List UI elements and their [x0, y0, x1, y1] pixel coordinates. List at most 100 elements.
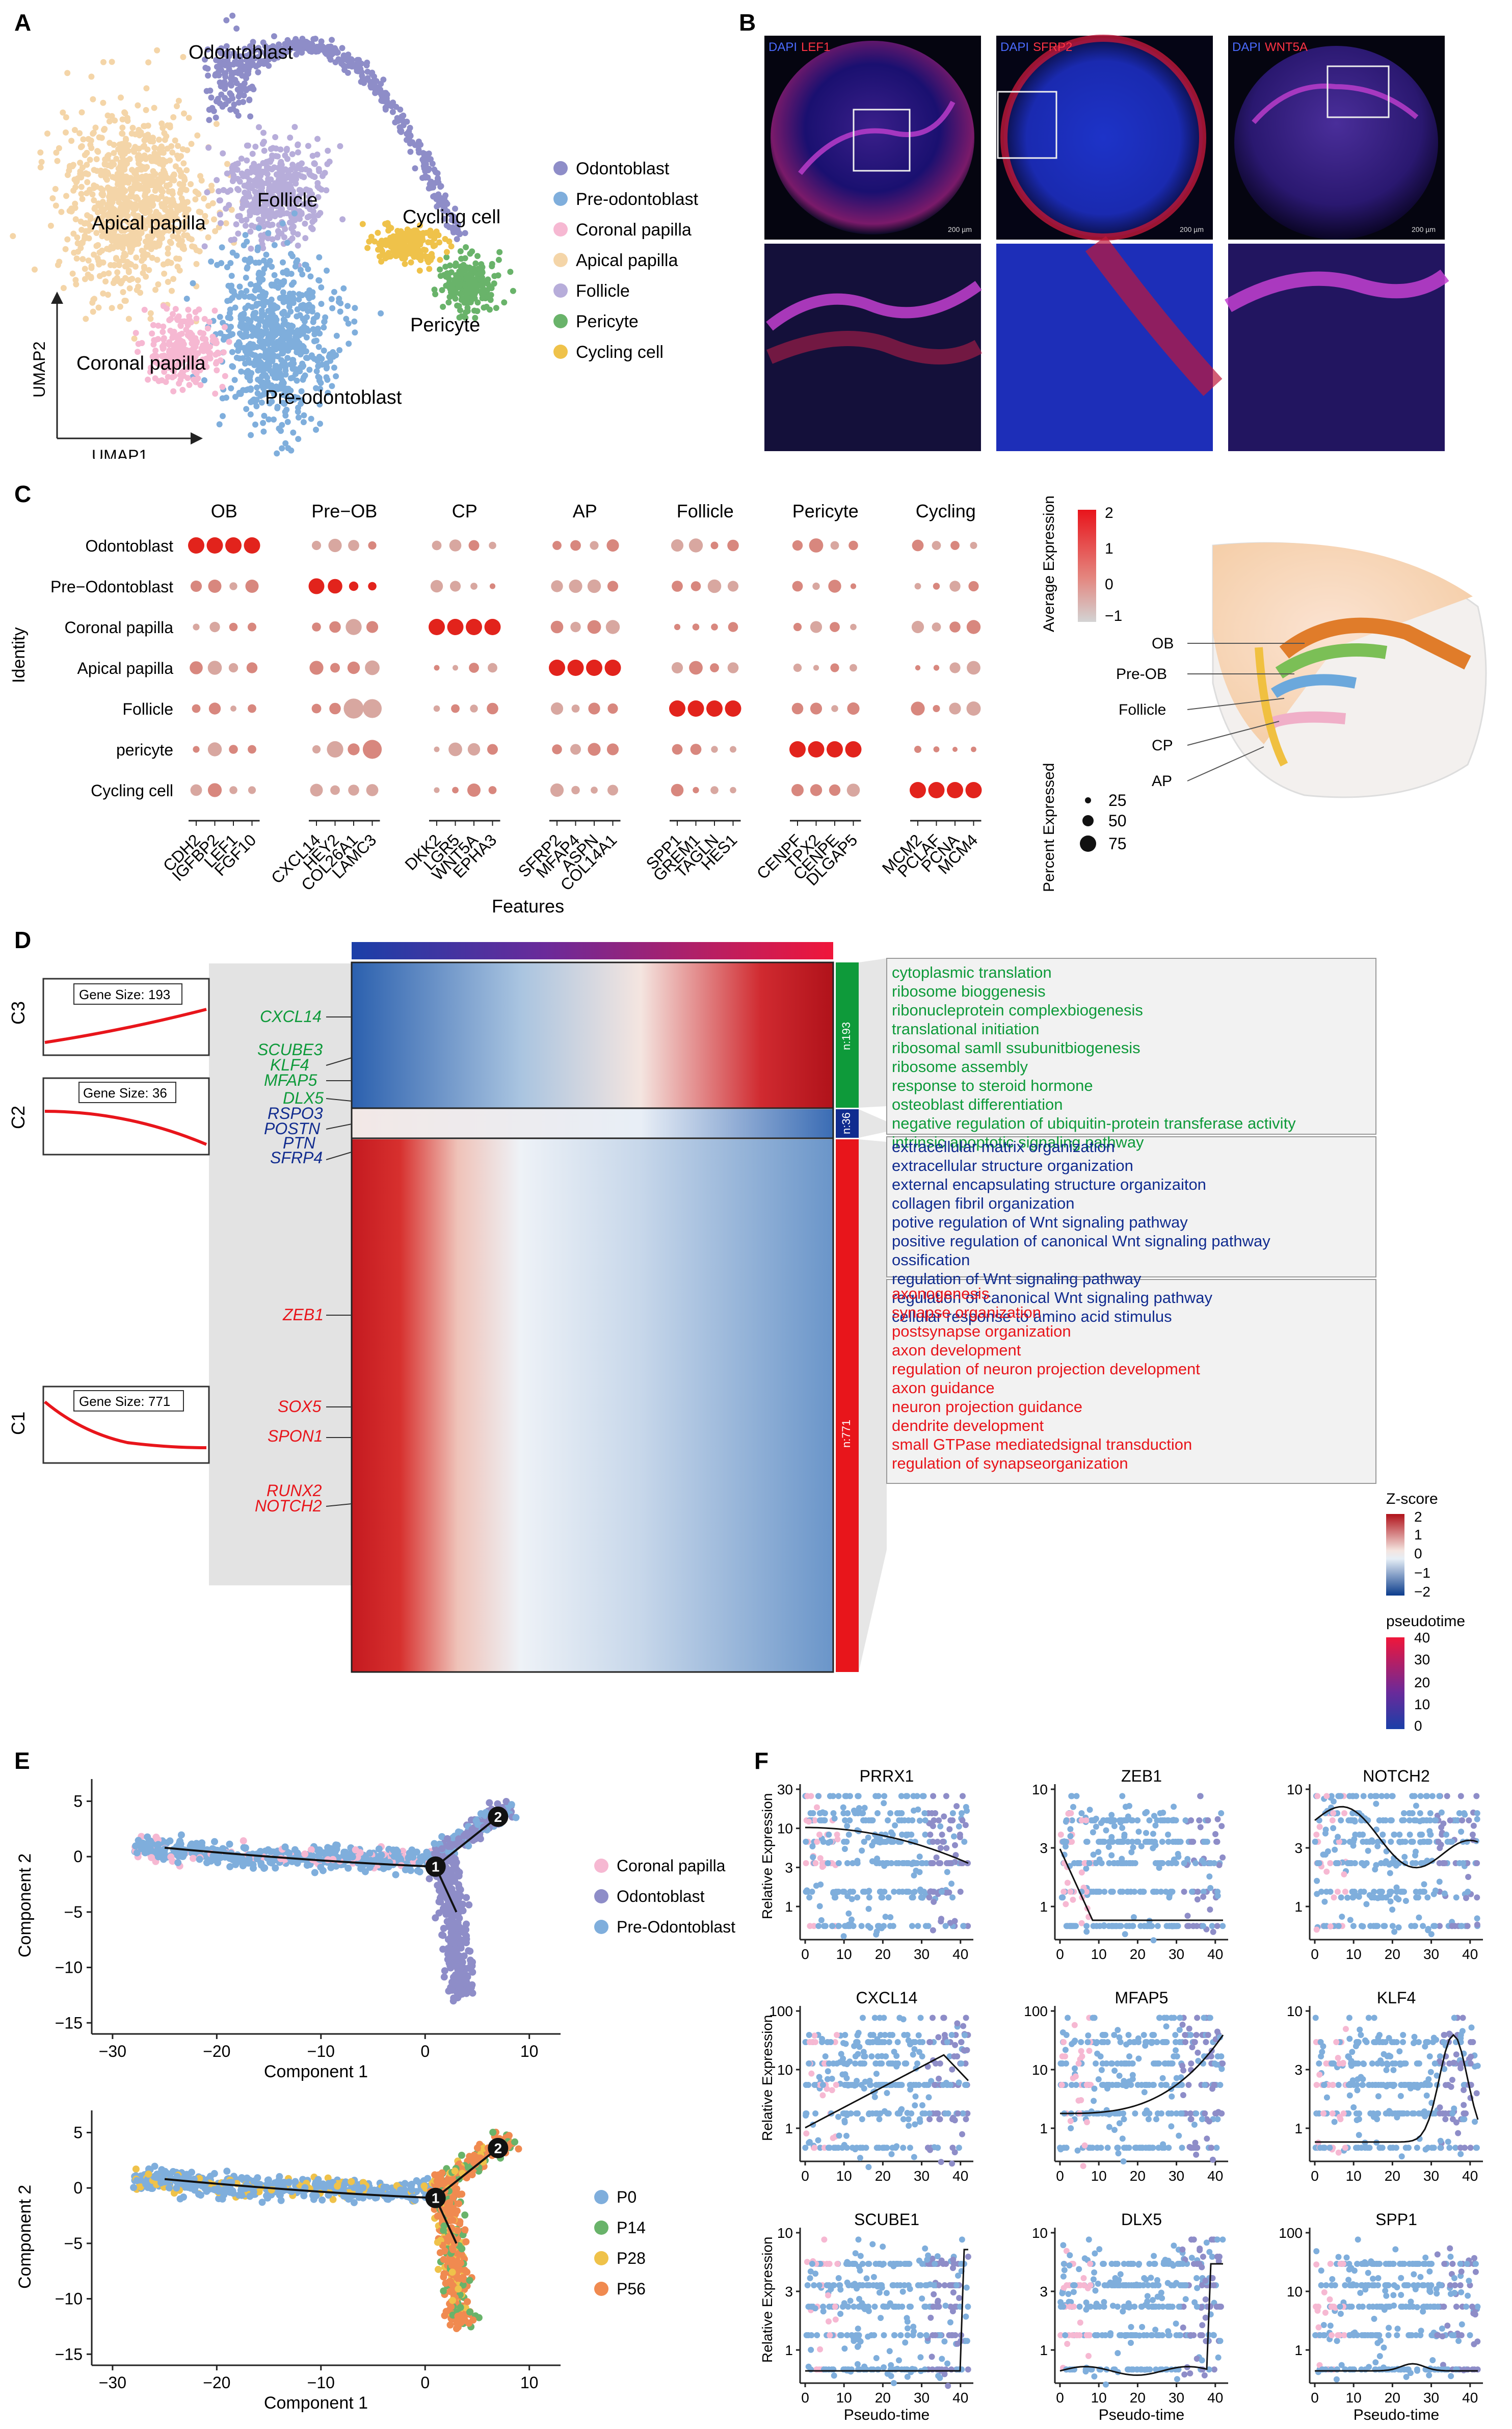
dot — [549, 660, 565, 676]
umap-cell — [240, 355, 246, 361]
umap-cell — [439, 287, 445, 294]
umap-cell — [229, 12, 236, 19]
umap-cell — [125, 226, 132, 232]
panel-b-label: B — [739, 9, 756, 36]
umap-cell — [260, 129, 267, 136]
umap-cell — [220, 413, 226, 420]
identity-label: pericyte — [116, 741, 173, 759]
trajectory-cell — [333, 1841, 341, 1849]
if-image-sfrp2: DAPI SFRP2 200 µm — [996, 35, 1223, 451]
panel-c-label: C — [14, 481, 31, 507]
umap-cell — [304, 214, 311, 221]
umap-cell — [265, 308, 272, 314]
umap-cell — [333, 352, 339, 358]
umap-cell — [316, 375, 323, 381]
umap-cell — [279, 168, 285, 174]
umap-cell — [368, 71, 375, 77]
trajectory-cell — [444, 1875, 452, 1883]
umap-cell — [234, 167, 241, 173]
umap-cell — [268, 176, 274, 182]
umap-cell — [344, 303, 351, 309]
umap-cell — [229, 178, 236, 185]
dot — [550, 702, 564, 715]
umap-cell — [205, 202, 211, 209]
umap-cell — [109, 238, 115, 244]
dot — [192, 704, 201, 713]
panel-a-label: A — [14, 9, 31, 36]
umap-cell — [382, 106, 389, 113]
umap-cell — [510, 288, 516, 294]
dot — [791, 702, 804, 715]
umap-cell — [306, 367, 313, 373]
identity-label: Pre−Odontoblast — [50, 578, 173, 596]
umap-cell — [258, 399, 265, 406]
umap-cell — [263, 159, 270, 165]
umap-cell — [201, 377, 207, 383]
dot — [607, 703, 618, 714]
dot — [363, 699, 382, 718]
umap-cell — [358, 79, 364, 85]
umap-cell — [289, 359, 296, 365]
umap-cell — [269, 221, 276, 228]
dot — [813, 665, 819, 671]
umap-cell — [303, 348, 309, 355]
umap-cell — [242, 256, 248, 263]
go-term: ossification — [892, 1251, 970, 1269]
umap-cell — [170, 388, 177, 395]
umap-cell — [98, 191, 105, 197]
umap-cell — [187, 332, 193, 338]
umap-cell — [256, 300, 262, 307]
label-follicle: Follicle — [257, 190, 317, 211]
umap-cell — [69, 270, 76, 277]
umap-cell — [329, 305, 336, 311]
umap-cell — [274, 153, 281, 160]
trend-c1: C1 Gene Size: 771 — [8, 1386, 210, 1464]
umap-cell — [165, 250, 171, 257]
umap-cell — [432, 291, 439, 298]
umap-cell — [131, 217, 138, 224]
umap-cell — [172, 163, 179, 170]
umap-cell — [336, 347, 343, 353]
umap-cell — [354, 57, 361, 63]
umap-cell — [143, 85, 150, 92]
trajectory-cell — [291, 2178, 299, 2185]
umap2-label: UMAP2 — [30, 342, 48, 398]
trend-c3: C3 Gene Size: 193 — [8, 978, 210, 1056]
umap-cell — [319, 43, 326, 49]
trend-c2: C2 Gene Size: 36 — [8, 1077, 210, 1156]
umap-cell — [462, 230, 468, 237]
umap-cell — [150, 135, 156, 141]
umap-cell — [68, 138, 75, 144]
umap-cell — [431, 166, 438, 173]
trajectory-cell — [465, 1986, 473, 1993]
dot — [707, 579, 722, 593]
dot — [687, 700, 704, 717]
umap-cell — [217, 62, 224, 69]
umap-cell — [130, 211, 137, 217]
umap-cell — [294, 331, 301, 338]
dot — [690, 744, 702, 755]
umap-cell — [288, 251, 294, 257]
umap-cell — [56, 258, 63, 265]
dot — [228, 663, 238, 673]
umap-cell — [230, 162, 236, 169]
umap-cell — [256, 294, 263, 300]
umap-cell — [139, 247, 145, 254]
panel-c-dotplot: C Identity Features OB Pre−OB CP AP Follicle… — [9, 481, 1487, 917]
umap-cell — [440, 303, 446, 310]
umap-cell — [248, 257, 254, 264]
umap-cell — [302, 220, 308, 227]
dot — [552, 541, 562, 550]
umap-cell — [425, 166, 432, 173]
umap-cell — [242, 222, 249, 229]
umap-cell — [150, 168, 156, 174]
umap-cell — [193, 260, 200, 267]
umap-cell — [64, 172, 71, 178]
umap-cell — [247, 281, 254, 288]
umap-cell — [180, 160, 187, 167]
umap-cell — [457, 291, 463, 297]
umap-cell — [309, 152, 316, 159]
umap-cell — [91, 205, 98, 212]
trajectory-cell — [448, 1939, 456, 1947]
umap-cell — [489, 263, 495, 270]
